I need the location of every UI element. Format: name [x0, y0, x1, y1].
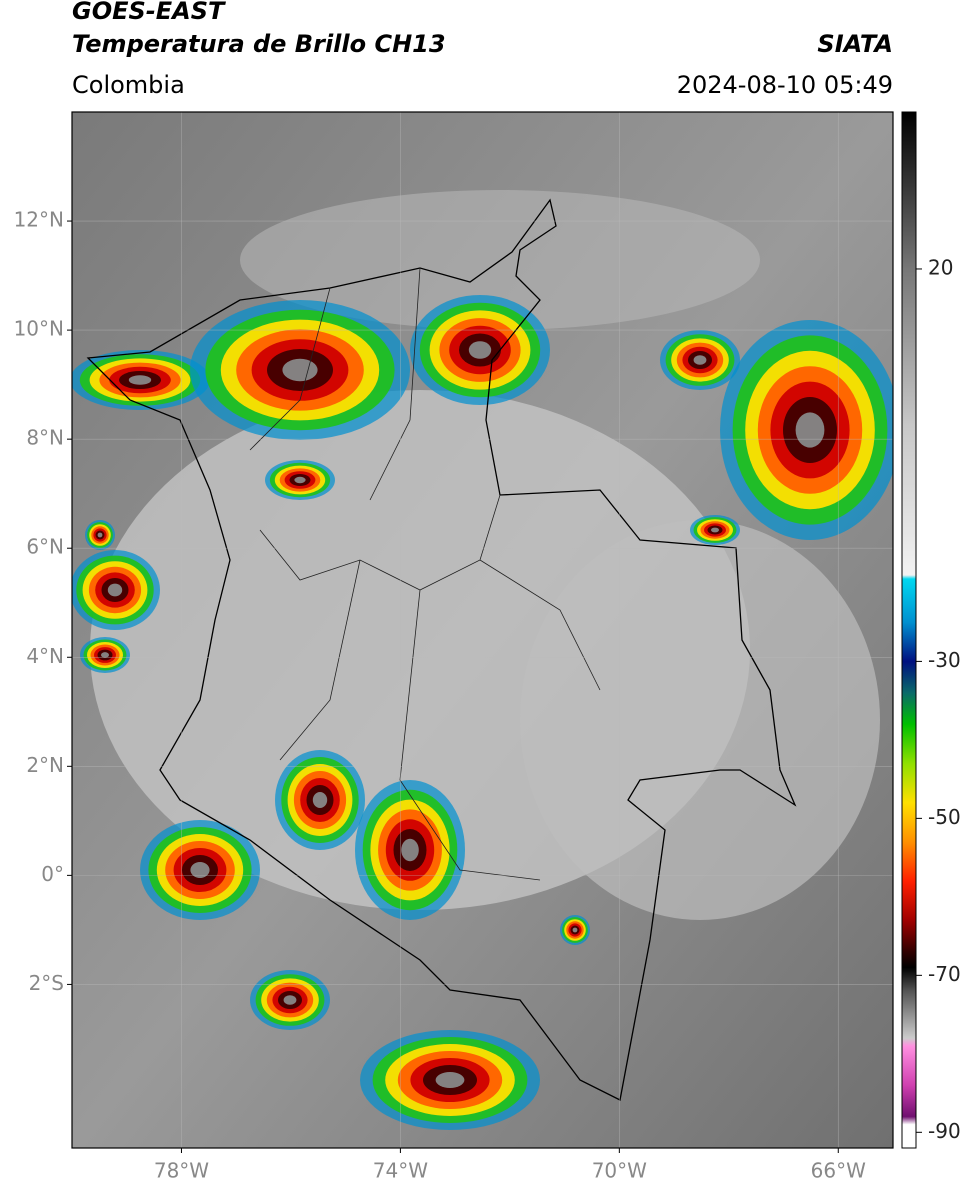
x-tick-label: 66°W [811, 1159, 866, 1183]
title: GOES-EAST [72, 0, 226, 25]
y-tick-label: 4°N [26, 644, 64, 668]
y-tick-label: 6°N [26, 535, 64, 559]
storm-cell [693, 355, 707, 365]
storm-cell [711, 527, 719, 533]
x-tick-label: 70°W [592, 1159, 647, 1183]
storm-cell [283, 995, 297, 1005]
y-tick-label: 8°N [26, 426, 64, 450]
colorbar-label: -70 [928, 962, 961, 986]
y-tick-label: 2°N [26, 753, 64, 777]
storm-cell [101, 652, 109, 658]
storm-cell [97, 532, 103, 538]
datetime: 2024-08-10 05:49 [677, 71, 893, 99]
colorbar-label: -30 [928, 648, 961, 672]
y-tick-label: 2°S [29, 971, 64, 995]
storm-cell [190, 862, 210, 878]
storm-cell [282, 358, 318, 382]
storm-cell [401, 838, 419, 862]
cloud [520, 520, 880, 920]
region: Colombia [72, 71, 185, 99]
imagery [72, 112, 893, 1148]
storms [72, 295, 893, 1130]
x-tick-label: 74°W [373, 1159, 428, 1183]
storm-cell [572, 927, 578, 933]
storm-cell [312, 792, 328, 808]
storm-cell [128, 375, 152, 385]
source: SIATA [817, 30, 893, 58]
map-frame [71, 111, 894, 1149]
colorbar-label: 20 [928, 255, 953, 279]
storm-cell [294, 476, 306, 484]
storm-cell [795, 412, 825, 448]
colorbar-label: -50 [928, 805, 961, 829]
storm-cell [107, 583, 123, 597]
colorbar [901, 111, 917, 1149]
colorbar-label: -90 [928, 1119, 961, 1143]
storm-cell [468, 341, 492, 359]
graticule [72, 112, 893, 1148]
x-tick-label: 78°W [154, 1159, 209, 1183]
department-borders [249, 267, 601, 881]
country-border [86, 198, 797, 1101]
storm-cell [435, 1072, 465, 1088]
subtitle: Temperatura de Brillo CH13 [72, 30, 446, 58]
y-tick-label: 12°N [14, 208, 64, 232]
y-tick-label: 10°N [14, 317, 64, 341]
y-tick-label: 0° [41, 862, 64, 886]
